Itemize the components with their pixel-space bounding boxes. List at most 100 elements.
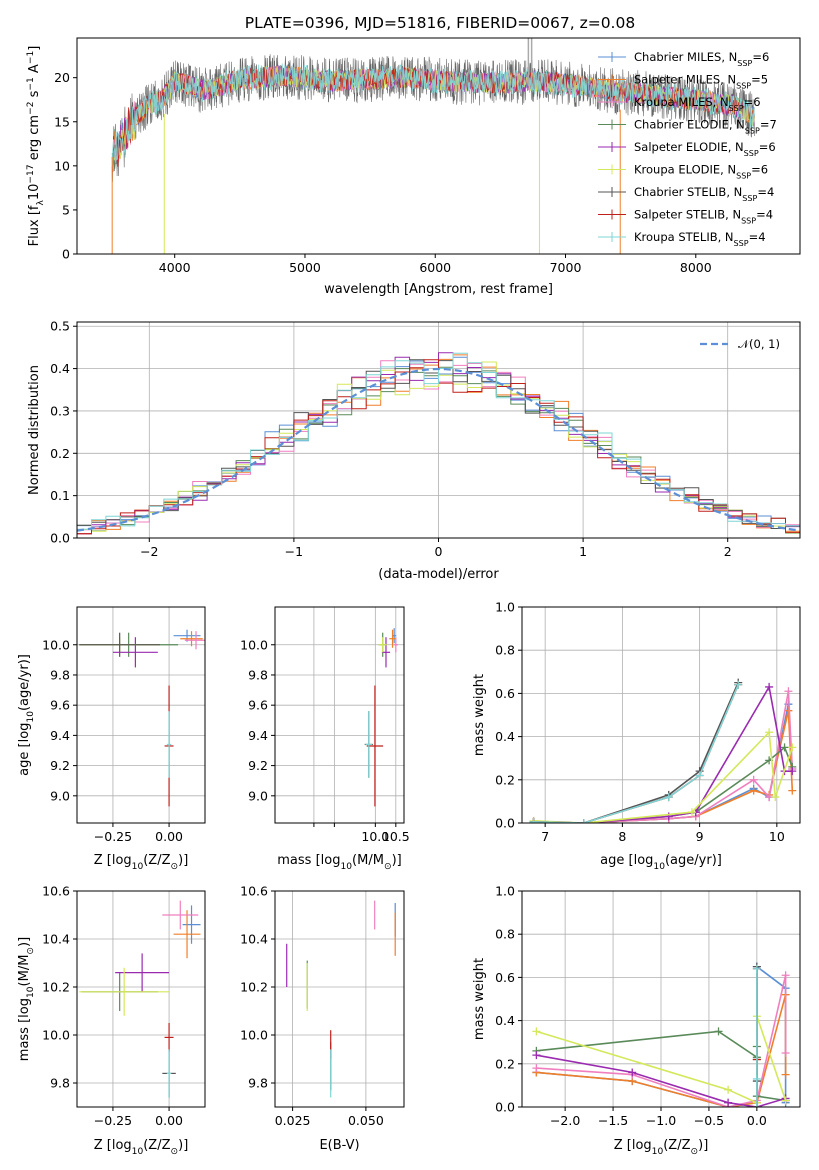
label-part: ⊙ — [171, 862, 179, 872]
x-axis-label: wavelength [Angstrom, rest frame] — [324, 282, 553, 297]
y-tick-label: 0.4 — [495, 729, 515, 744]
weight-point — [628, 1068, 637, 1077]
y-tick-label: 9.6 — [50, 698, 70, 713]
plot-area — [364, 628, 398, 807]
normal-curve — [77, 367, 800, 532]
y-axis-label: mass [log10(M/M⊙)] — [17, 937, 36, 1061]
y-tick-label: 10.4 — [42, 932, 70, 947]
label-part: Z [log — [94, 1138, 132, 1153]
label-part: (M/M — [352, 853, 384, 868]
plot-area — [286, 900, 396, 1098]
x-tick-label: 0.025 — [275, 1113, 311, 1128]
weight-point — [749, 786, 758, 795]
label-part: erg cm — [27, 115, 42, 164]
label-part: 10 — [27, 184, 42, 201]
legend-entry-5: Salpeter ELODIE, NSSP=6 — [634, 140, 776, 158]
x-tick-label: 10.5 — [382, 829, 410, 844]
age-vs-Z-panel: −0.25 0.009.09.29.49.69.810.0Z [log10(Z/Z… — [17, 606, 206, 872]
y-tick-label: 9.8 — [248, 1076, 268, 1091]
y-tick-label: 9.4 — [50, 728, 70, 743]
weight-point — [714, 1027, 723, 1036]
y-tick-label: 9.0 — [50, 788, 70, 803]
x-tick-label: 0.0 — [747, 1113, 767, 1128]
label-part: (age/yr)] — [665, 853, 722, 868]
y-tick-label: 10.0 — [42, 1028, 70, 1043]
label-part: λ — [36, 200, 46, 206]
y-tick-label: 0.8 — [495, 643, 515, 658]
label-part: SSP — [737, 59, 752, 68]
label-part: =4 — [756, 208, 773, 222]
weight-point — [788, 767, 797, 776]
y-tick-label: 9.8 — [50, 667, 70, 682]
plot-area — [79, 629, 205, 807]
y-axis-label: Flux [fλ10−17 erg cm−2 s−1 A−1] — [26, 46, 46, 247]
label-part: =6 — [751, 163, 768, 177]
y-tick-label: 0.2 — [495, 772, 515, 787]
weight-line-1 — [533, 704, 794, 823]
label-part: =6 — [759, 140, 776, 154]
histogram-step-9 — [77, 352, 800, 530]
label-part: Chabrier MILES, N — [634, 50, 737, 64]
label-part: SSP — [736, 171, 751, 180]
weight-point — [781, 1070, 790, 1079]
y-tick-label: 9.8 — [248, 667, 268, 682]
y-tick-label: 5 — [62, 202, 70, 217]
weight-point — [532, 1051, 541, 1060]
label-part: 10 — [132, 862, 144, 872]
label-part: SSP — [734, 239, 749, 248]
label-part: =6 — [744, 95, 761, 109]
x-axis-label: E(B-V) — [319, 1138, 359, 1153]
weight-point — [752, 964, 761, 973]
y-tick-label: 0.8 — [495, 927, 515, 942]
weight-line-3 — [533, 691, 794, 823]
label-part: Flux [f — [27, 205, 42, 246]
x-tick-label: 8000 — [680, 260, 712, 275]
label-part: (Z/Z — [663, 1138, 690, 1153]
mass-weight-vs-age-panel: 7 8 9 10 0.0 0.2 0.4 0.6 0.8 1.0 mass weight age [l… — [472, 600, 801, 872]
x-tick-label: −0.5 — [694, 1113, 724, 1128]
y-tick-label: 10.6 — [240, 884, 268, 899]
x-axis-label: Z [log10(Z/Z⊙)] — [94, 853, 189, 872]
axes-frame — [76, 890, 206, 1108]
label-part: mass [log — [277, 853, 340, 868]
x-tick-label: −1 — [285, 544, 303, 559]
weight-point — [664, 793, 673, 802]
legend-entry-3: Kroupa MILES, NSSP=6 — [634, 95, 761, 113]
x-tick-label: 0.00 — [155, 829, 183, 844]
y-tick-label: 9.6 — [248, 698, 268, 713]
label-part: Kroupa MILES, N — [634, 95, 729, 109]
label-part: Salpeter MILES, N — [634, 73, 736, 87]
y-tick-label: 10.2 — [240, 980, 268, 995]
weight-point — [784, 706, 793, 715]
label-part: (age/yr)] — [17, 654, 32, 711]
label-part: =4 — [749, 230, 766, 244]
x-tick-label: 4000 — [159, 260, 191, 275]
y-tick-label: 0.4 — [495, 1013, 515, 1028]
y-tick-label: 0.3 — [50, 403, 70, 418]
label-part: 10 — [652, 1147, 664, 1157]
y-tick-label: 9.2 — [50, 758, 70, 773]
y-axis-label: mass weight — [472, 958, 487, 1040]
weight-point — [788, 743, 797, 752]
label-part: −2 — [26, 102, 36, 115]
label-part: age [log — [600, 853, 653, 868]
y-tick-label: 9.4 — [248, 728, 268, 743]
y-tick-label: 15 — [54, 114, 70, 129]
y-tick-label: 0.0 — [495, 1100, 515, 1115]
weight-point — [780, 743, 789, 752]
label-part: 10 — [26, 986, 36, 998]
x-tick-label: −2.0 — [550, 1113, 580, 1128]
y-tick-label: 9.2 — [248, 758, 268, 773]
weight-point — [695, 771, 704, 780]
label-part: ⊙ — [171, 1147, 179, 1157]
x-tick-label: 0 — [435, 544, 443, 559]
axes-frame — [76, 321, 801, 539]
label-part: −1 — [26, 77, 36, 90]
label-part: age [log — [17, 723, 32, 776]
x-tick-label: 5000 — [289, 260, 321, 275]
x-tick-label: 0.00 — [155, 1113, 183, 1128]
x-axis-label: mass [log10(M/M⊙)] — [277, 853, 401, 872]
label-part: 10 — [132, 1147, 144, 1157]
x-tick-label: 10 — [769, 829, 785, 844]
